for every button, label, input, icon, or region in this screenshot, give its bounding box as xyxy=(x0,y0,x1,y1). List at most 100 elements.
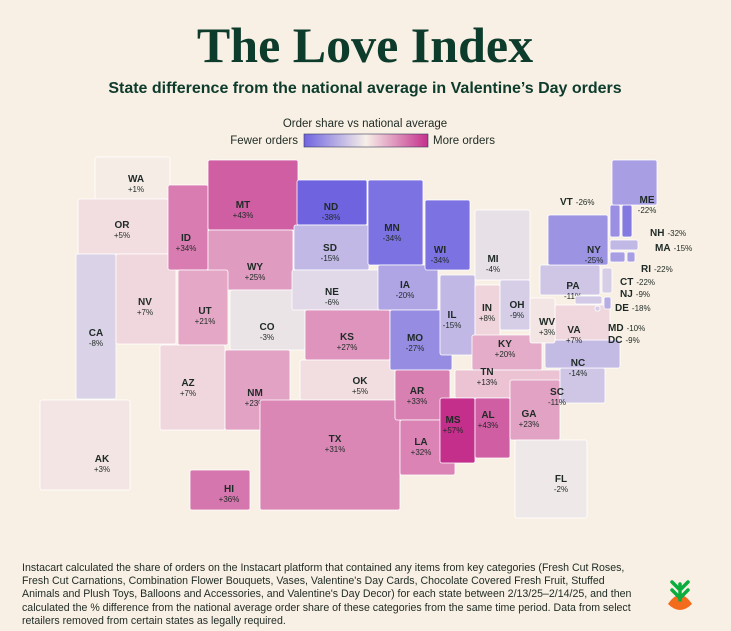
state-abbr: IA xyxy=(400,280,410,291)
state-abbr: CA xyxy=(89,328,103,339)
state-abbr: SD xyxy=(323,243,337,254)
state-value: -10% xyxy=(627,324,646,333)
state-abbr: NC xyxy=(571,358,585,369)
state xyxy=(115,253,177,345)
state-abbr: TX xyxy=(329,434,342,445)
state-label: KS +27% xyxy=(337,332,358,352)
state-abbr: ME xyxy=(640,195,655,206)
state-value: -34% xyxy=(383,234,402,243)
state-abbr: DE xyxy=(615,303,629,314)
state-label: CO -3% xyxy=(260,322,275,342)
state-label: WY +25% xyxy=(245,262,266,282)
state-value: -9% xyxy=(625,336,639,345)
state-abbr: WA xyxy=(128,174,144,185)
state-value: -4% xyxy=(486,265,500,274)
state-label: SD -15% xyxy=(321,243,340,263)
state-abbr: HI xyxy=(224,484,234,495)
state xyxy=(621,204,633,238)
states: WA +1%OR +5%CA -8%NV +7%ID +34%MT +43%WY +25%UT… xyxy=(39,156,693,519)
state-value: -32% xyxy=(667,229,686,238)
state-abbr: PA xyxy=(566,281,579,292)
state-label: IA -20% xyxy=(396,280,415,300)
state-value: -15% xyxy=(321,254,340,263)
state-abbr: AL xyxy=(481,410,494,421)
state-abbr: MI xyxy=(487,254,498,265)
state-abbr: VT xyxy=(560,197,573,208)
state-value: -22% xyxy=(654,265,673,274)
state-value: -15% xyxy=(443,321,462,330)
state-value: -6% xyxy=(325,298,339,307)
state-value: -25% xyxy=(585,256,604,265)
state-value: -38% xyxy=(322,213,341,222)
state xyxy=(601,267,613,294)
state-abbr: AR xyxy=(410,386,425,397)
state-abbr: SC xyxy=(550,387,564,398)
state xyxy=(439,274,476,356)
state-abbr: IL xyxy=(448,310,457,321)
state xyxy=(611,159,658,206)
state-label: ND -38% xyxy=(322,202,341,222)
state-label: NJ -9% xyxy=(620,289,650,300)
state-label: NY -25% xyxy=(585,245,604,265)
state-abbr: FL xyxy=(555,474,567,485)
state-label: LA +32% xyxy=(411,437,432,457)
state-value: +7% xyxy=(137,308,153,317)
state xyxy=(603,296,612,310)
state-value: +21% xyxy=(195,317,216,326)
state-abbr: DC xyxy=(608,335,622,346)
state xyxy=(299,359,396,401)
state-abbr: MO xyxy=(407,333,423,344)
title: The Love Index xyxy=(197,17,533,73)
legend-low: Fewer orders xyxy=(230,135,298,147)
state-label: HI +36% xyxy=(219,484,240,504)
state xyxy=(626,251,636,263)
state-label: NC -14% xyxy=(569,358,588,378)
state-abbr: TN xyxy=(480,367,493,378)
state xyxy=(75,253,117,400)
state-abbr: ID xyxy=(181,233,191,244)
state-abbr: RI xyxy=(641,264,651,275)
state-value: +43% xyxy=(478,421,499,430)
legend-title: Order share vs national average xyxy=(283,118,447,130)
state-label: DC -9% xyxy=(608,335,640,346)
state-label: AL +43% xyxy=(478,410,499,430)
state-label: NM +23% xyxy=(245,388,266,408)
state-label: PA -11% xyxy=(564,281,582,301)
logo xyxy=(668,580,692,610)
state-abbr: NY xyxy=(587,245,601,256)
state-abbr: AK xyxy=(95,454,110,465)
state xyxy=(189,469,251,511)
state-value: -15% xyxy=(674,244,693,253)
state-value: +25% xyxy=(245,273,266,282)
state-value: -20% xyxy=(396,291,415,300)
state-abbr: WV xyxy=(539,317,555,328)
state-value: -8% xyxy=(89,339,103,348)
state xyxy=(609,239,639,251)
state xyxy=(594,305,601,312)
state-value: +32% xyxy=(411,448,432,457)
state-label: AZ +7% xyxy=(180,378,196,398)
state-value: +31% xyxy=(325,445,346,454)
state-label: AR +33% xyxy=(407,386,428,406)
state-value: +36% xyxy=(219,495,240,504)
state-label: NV +7% xyxy=(137,297,153,317)
state-value: +13% xyxy=(477,378,498,387)
state-abbr: NV xyxy=(138,297,152,308)
state-abbr: WY xyxy=(247,262,263,273)
state-value: +1% xyxy=(128,185,144,194)
state-abbr: WI xyxy=(434,245,446,256)
state xyxy=(39,399,131,491)
state-label: ID +34% xyxy=(176,233,197,253)
state-label: MN -34% xyxy=(383,223,402,243)
state-label: CA -8% xyxy=(89,328,103,348)
state-label: UT +21% xyxy=(195,306,216,326)
state-value: -2% xyxy=(554,485,568,494)
state-value: -22% xyxy=(638,206,657,215)
state-value: +23% xyxy=(519,420,540,429)
state-value: +3% xyxy=(539,328,555,337)
state-value: -9% xyxy=(510,311,524,320)
state-label: IN +8% xyxy=(479,303,495,323)
state-value: +5% xyxy=(352,387,368,396)
state-abbr: KY xyxy=(498,339,512,350)
